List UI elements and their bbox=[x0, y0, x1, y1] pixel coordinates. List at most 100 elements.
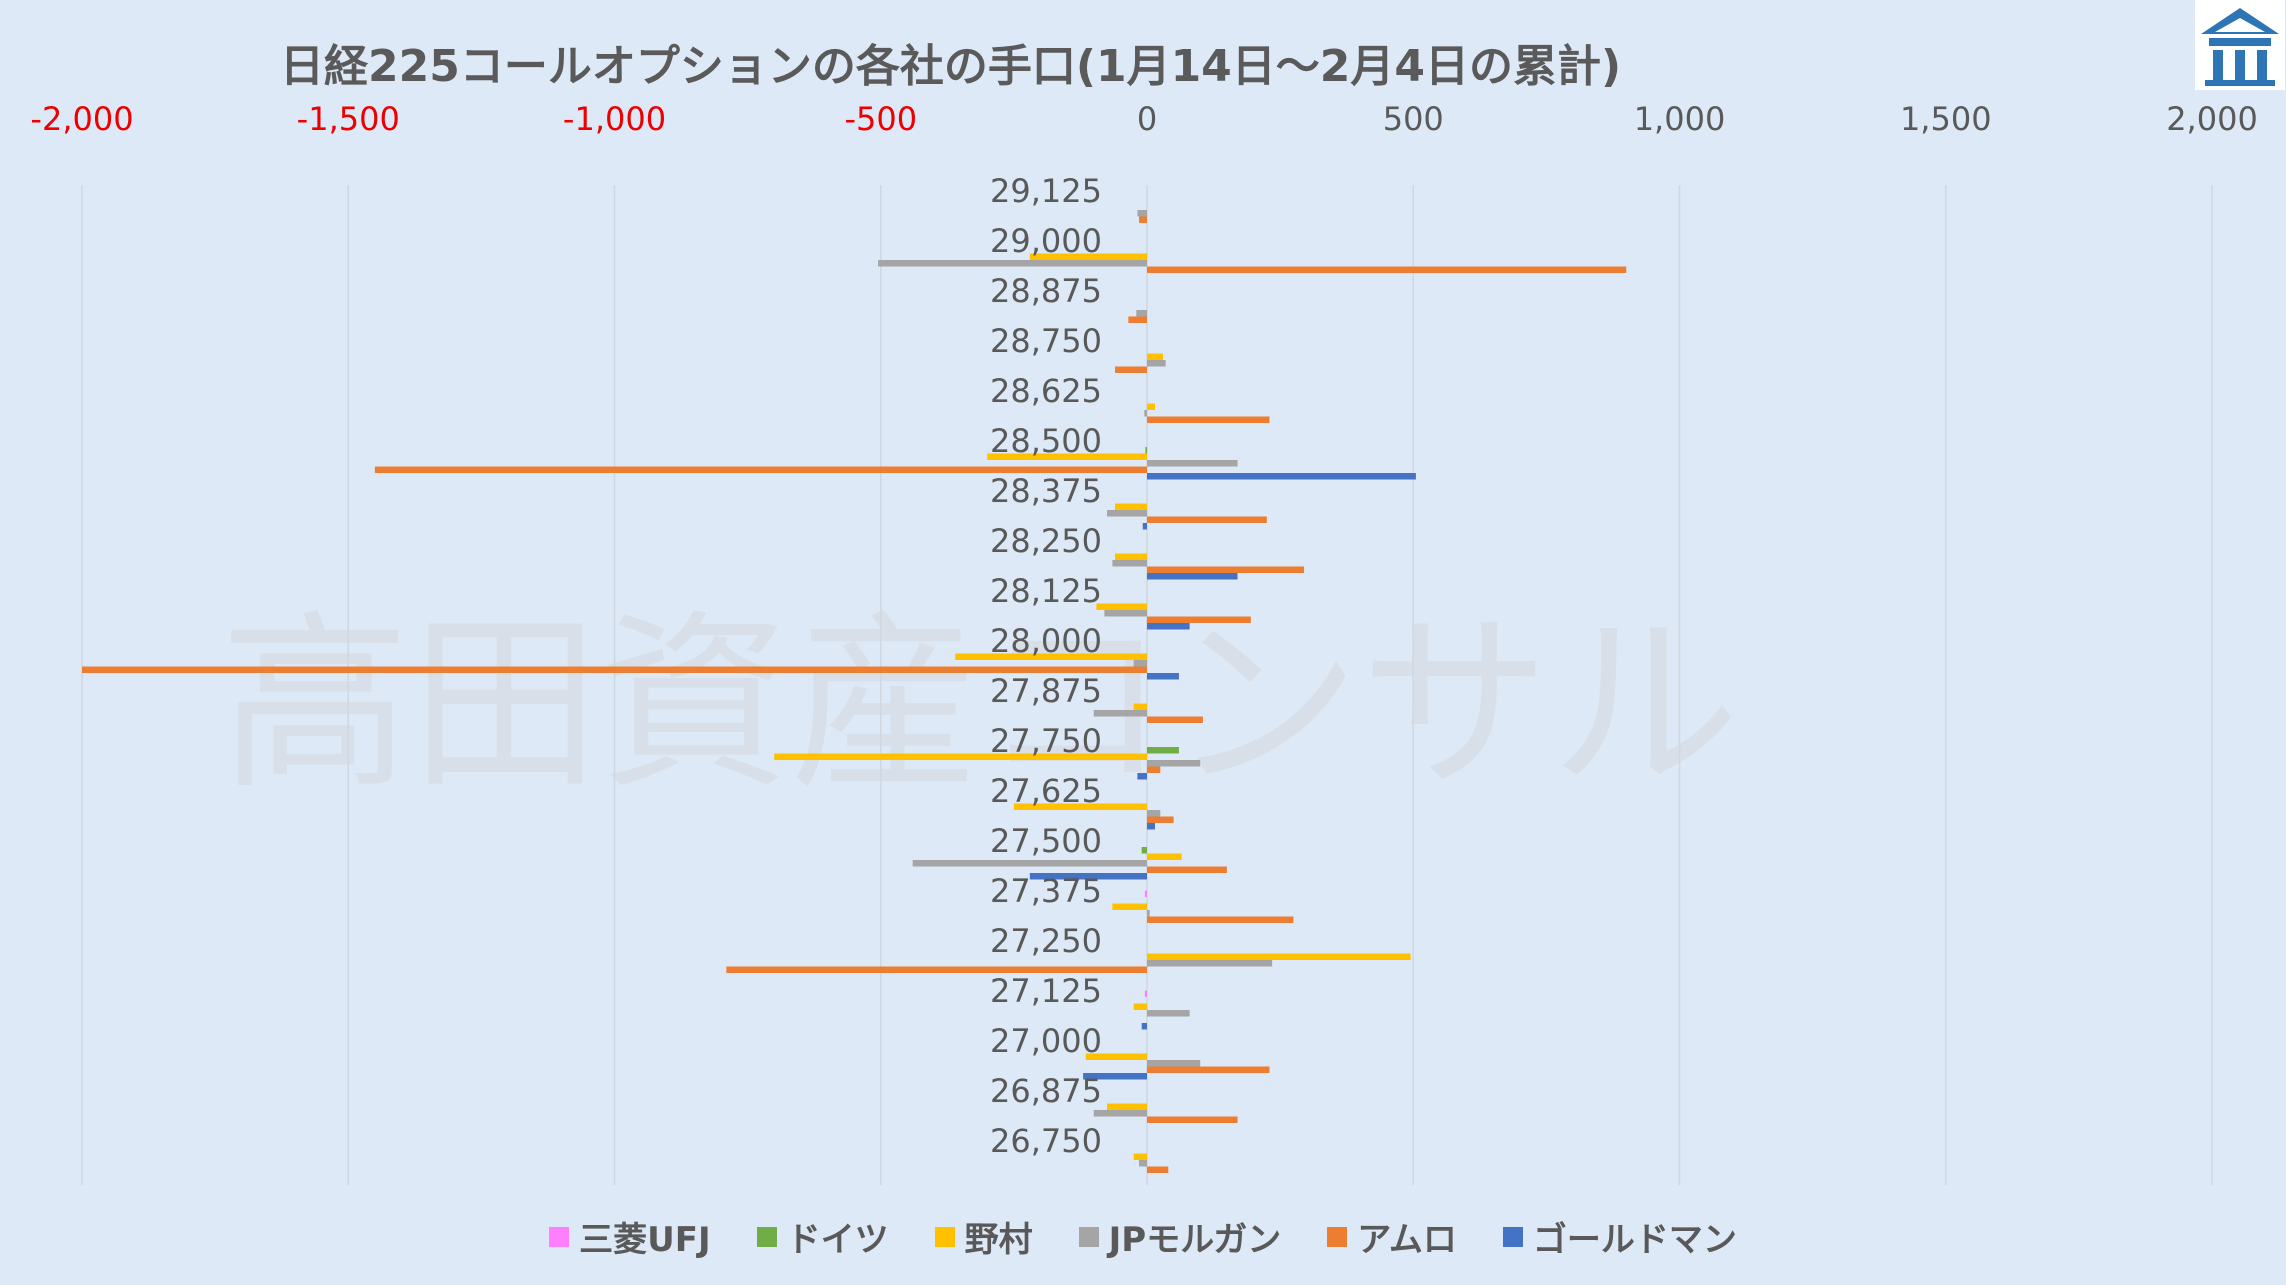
bar bbox=[1112, 560, 1147, 567]
x-tick-label: 2,000 bbox=[2166, 100, 2258, 138]
bar bbox=[1147, 1116, 1238, 1123]
bar bbox=[1147, 416, 1270, 423]
bar bbox=[1137, 210, 1147, 217]
category-label: 27,500 bbox=[990, 822, 1102, 860]
category-label: 28,625 bbox=[990, 372, 1102, 410]
bar bbox=[1147, 673, 1179, 680]
bar bbox=[1147, 566, 1305, 573]
legend-label: 野村 bbox=[964, 1220, 1033, 1260]
bar bbox=[1147, 266, 1627, 273]
x-axis-ticks: -2,000 -1,500 -1,000 -500 0 500 1,000 1,500 2,00… bbox=[30, 100, 2257, 138]
bar bbox=[1115, 366, 1147, 373]
x-tick-label: 1,500 bbox=[1900, 100, 1992, 138]
x-tick-label: 1,000 bbox=[1634, 100, 1726, 138]
bar bbox=[1147, 473, 1416, 480]
bar bbox=[1144, 990, 1147, 997]
bar bbox=[1147, 960, 1273, 967]
legend: 三菱UFJ ドイツ 野村 JPモルガン アムロ ゴールドマン bbox=[0, 1212, 2286, 1261]
bar bbox=[1115, 553, 1147, 560]
bar bbox=[1093, 710, 1147, 717]
bar bbox=[1147, 460, 1238, 467]
x-tick-label: -1,000 bbox=[563, 100, 666, 138]
category-label: 29,000 bbox=[990, 222, 1102, 260]
bar bbox=[1029, 253, 1147, 260]
bar bbox=[1147, 910, 1150, 917]
bar bbox=[1093, 1110, 1147, 1117]
chart-title: 日経225コールオプションの各社の手口(1月14日～2月4日の累計) bbox=[280, 41, 1622, 92]
category-label: 26,875 bbox=[990, 1072, 1102, 1110]
bar bbox=[1128, 316, 1147, 323]
legend-item: アムロ bbox=[1327, 1212, 1457, 1261]
bar bbox=[1085, 1053, 1147, 1060]
legend-label: ゴールドマン bbox=[1532, 1220, 1737, 1260]
category-label: 27,750 bbox=[990, 722, 1102, 760]
bar bbox=[1141, 1023, 1147, 1030]
bar bbox=[1147, 573, 1238, 580]
legend-swatch bbox=[934, 1226, 955, 1247]
x-tick-label: 0 bbox=[1137, 100, 1157, 138]
bar bbox=[1139, 1160, 1147, 1167]
bar bbox=[1147, 816, 1174, 823]
bar bbox=[1136, 310, 1147, 317]
bar bbox=[1147, 353, 1163, 360]
category-label: 28,250 bbox=[990, 522, 1102, 560]
watermark: 高田資産コンサル bbox=[220, 594, 1740, 815]
legend-item: 三菱UFJ bbox=[549, 1212, 711, 1261]
bar bbox=[1147, 516, 1267, 523]
bar bbox=[1145, 447, 1147, 454]
bars bbox=[82, 210, 1627, 1173]
legend-item: ドイツ bbox=[756, 1212, 889, 1261]
bar bbox=[1144, 410, 1147, 417]
bar bbox=[1147, 616, 1251, 623]
legend-label: JPモルガン bbox=[1108, 1220, 1282, 1260]
bar bbox=[1013, 803, 1147, 810]
category-label: 28,875 bbox=[990, 272, 1102, 310]
bar bbox=[1147, 1010, 1190, 1017]
bar bbox=[1147, 1066, 1270, 1073]
legend-swatch bbox=[549, 1226, 570, 1247]
legend-label: 三菱UFJ bbox=[579, 1220, 711, 1260]
bar bbox=[1115, 503, 1147, 510]
legend-label: ドイツ bbox=[786, 1220, 889, 1260]
bar bbox=[1147, 823, 1155, 830]
category-label: 28,750 bbox=[990, 322, 1102, 360]
bar bbox=[1147, 403, 1155, 410]
bar bbox=[987, 453, 1147, 460]
bar bbox=[912, 860, 1147, 867]
legend-item: ゴールドマン bbox=[1502, 1212, 1737, 1261]
bar bbox=[878, 260, 1147, 267]
category-label: 27,125 bbox=[990, 972, 1102, 1010]
category-labels: 29,125 29,000 28,875 28,750 28,625 28,500 28,3… bbox=[990, 172, 1102, 1160]
bar bbox=[1139, 216, 1147, 223]
bar bbox=[1147, 747, 1179, 754]
x-tick-label: -500 bbox=[844, 100, 917, 138]
bar bbox=[1147, 1166, 1169, 1173]
bar bbox=[1147, 360, 1166, 367]
bar bbox=[774, 753, 1147, 760]
category-label: 27,375 bbox=[990, 872, 1102, 910]
bar bbox=[1147, 866, 1227, 873]
legend-swatch bbox=[1327, 1226, 1348, 1247]
bar bbox=[1137, 773, 1147, 780]
building-logo-icon bbox=[2201, 8, 2279, 86]
bar bbox=[726, 966, 1147, 973]
category-label: 27,000 bbox=[990, 1022, 1102, 1060]
category-label: 26,750 bbox=[990, 1122, 1102, 1160]
bar bbox=[955, 653, 1147, 660]
bar bbox=[82, 666, 1147, 673]
bar bbox=[1133, 660, 1147, 667]
bar bbox=[1147, 623, 1190, 630]
x-tick-label: -2,000 bbox=[30, 100, 133, 138]
bar bbox=[1147, 853, 1182, 860]
bar bbox=[1107, 1103, 1147, 1110]
bar bbox=[374, 466, 1147, 473]
legend-item: JPモルガン bbox=[1078, 1212, 1282, 1261]
bar bbox=[1133, 703, 1147, 710]
category-label: 29,125 bbox=[990, 172, 1102, 210]
category-label: 28,125 bbox=[990, 572, 1102, 610]
bar bbox=[1104, 610, 1147, 617]
bar bbox=[1096, 603, 1147, 610]
bar bbox=[1142, 523, 1147, 530]
category-label: 27,625 bbox=[990, 772, 1102, 810]
